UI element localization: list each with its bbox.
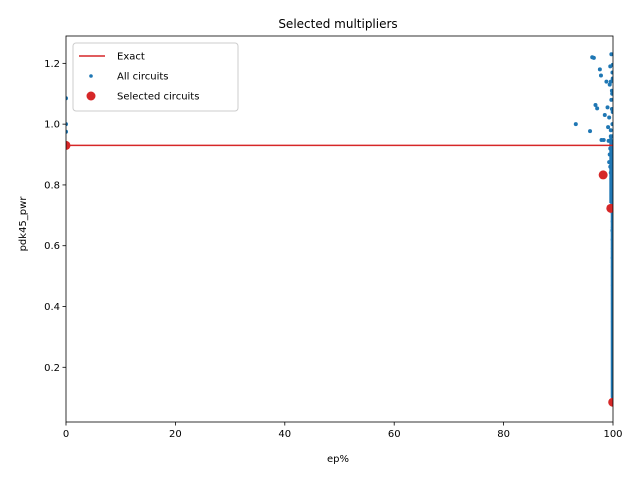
- all-circuits-point: [598, 73, 603, 78]
- legend: Exact All circuits Selected circuits: [72, 42, 239, 112]
- y-tick-label: 0.8: [44, 180, 60, 191]
- all-circuits-point: [608, 79, 613, 84]
- legend-box: [72, 42, 239, 112]
- all-circuits-point: [609, 88, 613, 93]
- all-circuits-point: [605, 105, 610, 110]
- all-circuits-point: [593, 102, 598, 107]
- all-circuits-point: [595, 106, 600, 111]
- axes: 0 20 40 60 80 100 0.2 0.4 0.6 0.8 1.0 1.2: [44, 35, 623, 440]
- all-circuits-point: [601, 137, 606, 142]
- all-circuits-point: [66, 96, 68, 101]
- legend-label: Exact: [117, 52, 145, 63]
- all-circuits-point: [610, 76, 613, 81]
- x-tick-label: 40: [278, 429, 291, 440]
- all-circuits-point: [609, 52, 613, 57]
- all-circuits-point: [591, 55, 596, 60]
- all-circuits-point: [602, 113, 607, 118]
- selected-circuit-point: [598, 170, 608, 180]
- chart-title: Selected multipliers: [278, 17, 397, 31]
- all-circuits-point: [609, 106, 613, 111]
- x-tick-label: 100: [603, 429, 622, 440]
- all-circuits-point: [66, 122, 68, 127]
- all-circuits-point: [607, 115, 612, 120]
- legend-all-circuits-marker: [89, 74, 93, 78]
- y-tick-label: 1.2: [44, 59, 60, 70]
- all-circuits-point: [597, 67, 602, 72]
- all-circuits-point: [610, 70, 613, 75]
- y-tick-label: 0.6: [44, 241, 60, 252]
- all-circuits-point: [610, 109, 613, 114]
- y-axis-label: pdk45_pwr: [18, 196, 29, 252]
- legend-label: All circuits: [117, 72, 169, 83]
- x-tick-label: 20: [169, 429, 182, 440]
- selected-circuit-point: [66, 140, 71, 150]
- x-tick-label: 80: [497, 429, 510, 440]
- x-tick-label: 0: [63, 429, 69, 440]
- all-circuits-point: [610, 62, 613, 67]
- all-circuits-point: [588, 129, 593, 134]
- x-tick-label: 60: [388, 429, 401, 440]
- all-circuits-point: [608, 128, 613, 133]
- all-circuits-point: [610, 122, 613, 127]
- all-circuits-point: [610, 91, 613, 96]
- all-circuits-point: [607, 82, 612, 87]
- all-circuits-point: [609, 97, 613, 102]
- all-circuits-point: [573, 122, 578, 127]
- y-tick-label: 0.4: [44, 302, 60, 313]
- all-circuits-point: [606, 125, 611, 130]
- plot-frame: [65, 35, 614, 423]
- all-circuits-point: [604, 79, 609, 84]
- selected-circuit-point: [608, 397, 613, 407]
- all-circuits-point: [66, 129, 68, 134]
- x-axis-label: ep%: [327, 454, 349, 465]
- legend-label: Selected circuits: [117, 92, 199, 103]
- y-tick-label: 0.2: [44, 363, 60, 374]
- selected-circuit-point: [606, 203, 613, 213]
- y-tick-label: 1.0: [44, 120, 60, 131]
- legend-selected-circuits-marker: [86, 91, 96, 101]
